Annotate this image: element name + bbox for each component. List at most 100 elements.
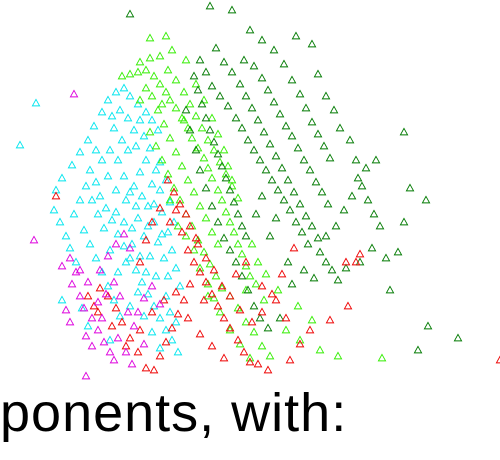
point-cyan-28 — [149, 301, 159, 310]
point-lime-93 — [173, 221, 183, 230]
point-lime-8 — [171, 103, 181, 112]
point-red-74 — [257, 281, 267, 290]
point-dark_green-64 — [287, 131, 297, 140]
point-cyan-77 — [139, 131, 149, 140]
point-red-13 — [207, 289, 217, 298]
point-cyan-97 — [147, 179, 157, 188]
point-dark_green-37 — [219, 57, 229, 66]
point-dark_green-70 — [323, 199, 333, 208]
point-dark_green-95 — [341, 263, 351, 272]
point-lime-79 — [249, 327, 259, 336]
point-magenta-11 — [105, 347, 115, 356]
point-red-33 — [235, 305, 245, 314]
point-red-61 — [159, 295, 169, 304]
point-dark_green-22 — [303, 239, 313, 248]
point-dark_green-90 — [363, 195, 373, 204]
point-dark_green-91 — [369, 209, 379, 218]
point-dark_green-20 — [291, 217, 301, 226]
point-red-46 — [141, 363, 151, 372]
point-magenta-21 — [121, 347, 131, 356]
point-magenta-31 — [111, 239, 121, 248]
point-lime-68 — [199, 95, 209, 104]
point-dark_green-68 — [311, 177, 321, 186]
point-lime-3 — [141, 65, 151, 74]
point-cyan-91 — [97, 155, 107, 164]
point-dark_green-61 — [269, 97, 279, 106]
point-red-44 — [155, 351, 165, 360]
point-dark_green-102 — [385, 285, 395, 294]
point-dark_green-130 — [321, 231, 331, 240]
point-magenta-6 — [75, 291, 85, 300]
point-cyan-58 — [161, 291, 171, 300]
point-dark_green-79 — [319, 141, 329, 150]
point-lime-63 — [217, 283, 227, 292]
point-lime-69 — [207, 113, 217, 122]
point-dark_green-124 — [255, 313, 265, 322]
point-cyan-118 — [149, 199, 159, 208]
point-lime-80 — [257, 341, 267, 350]
point-red-54 — [83, 291, 93, 300]
point-lime-27 — [179, 87, 189, 96]
point-dark_green-77 — [307, 117, 317, 126]
point-cyan-72 — [69, 209, 79, 218]
point-red-56 — [93, 307, 103, 316]
point-cyan-67 — [99, 223, 109, 232]
point-dark_green-129 — [309, 273, 319, 282]
point-cyan-38 — [109, 295, 119, 304]
point-cyan-50 — [145, 143, 155, 152]
point-cyan-20 — [101, 203, 111, 212]
point-dark_green-111 — [181, 105, 191, 114]
point-cyan-1 — [15, 140, 25, 149]
point-dark_green-126 — [275, 313, 285, 322]
point-dark_green-135 — [361, 163, 371, 172]
point-cyan-11 — [119, 83, 129, 92]
point-dark_green-127 — [287, 279, 297, 288]
scatter-plot — [15, 1, 500, 380]
point-lime-111 — [179, 115, 189, 124]
point-cyan-24 — [125, 253, 135, 262]
point-dark_green-117 — [213, 217, 223, 226]
point-lime-110 — [157, 99, 167, 108]
point-magenta-0 — [69, 89, 79, 98]
caption-text: ponents, with: — [0, 383, 348, 443]
point-lime-81 — [265, 351, 275, 360]
point-dark_green-116 — [207, 201, 217, 210]
point-red-14 — [213, 301, 223, 310]
point-lime-98 — [209, 293, 219, 302]
point-magenta-8 — [87, 313, 97, 322]
point-cyan-64 — [121, 257, 131, 266]
point-lime-16 — [213, 185, 223, 194]
point-red-4 — [171, 205, 181, 214]
point-lime-25 — [163, 65, 173, 74]
point-lime-97 — [203, 279, 213, 288]
point-dark_green-42 — [253, 115, 263, 124]
point-cyan-63 — [127, 223, 137, 232]
point-red-48 — [125, 333, 135, 342]
point-cyan-89 — [111, 185, 121, 194]
point-red-31 — [257, 307, 267, 316]
series-cyan — [15, 83, 185, 356]
point-cyan-3 — [57, 173, 67, 182]
point-lime-72 — [223, 161, 233, 170]
point-lime-109 — [377, 353, 387, 362]
point-cyan-26 — [137, 277, 147, 286]
point-dark_green-133 — [347, 191, 357, 200]
point-cyan-13 — [133, 99, 143, 108]
point-cyan-96 — [131, 141, 141, 150]
point-lime-36 — [233, 193, 243, 202]
point-cyan-75 — [129, 125, 139, 134]
point-dark_green-114 — [195, 165, 205, 174]
point-dark_green-82 — [307, 39, 317, 48]
point-dark_green-12 — [243, 135, 253, 144]
point-dark_green-48 — [289, 187, 299, 196]
point-red-7 — [185, 221, 195, 230]
point-lime-47 — [207, 227, 217, 236]
point-dark_green-31 — [221, 173, 231, 182]
point-magenta-24 — [83, 277, 93, 286]
point-cyan-48 — [135, 167, 145, 176]
point-red-49 — [117, 317, 127, 326]
point-lime-0 — [117, 71, 127, 80]
point-cyan-104 — [125, 301, 135, 310]
point-magenta-18 — [123, 307, 133, 316]
point-magenta-23 — [81, 371, 91, 380]
